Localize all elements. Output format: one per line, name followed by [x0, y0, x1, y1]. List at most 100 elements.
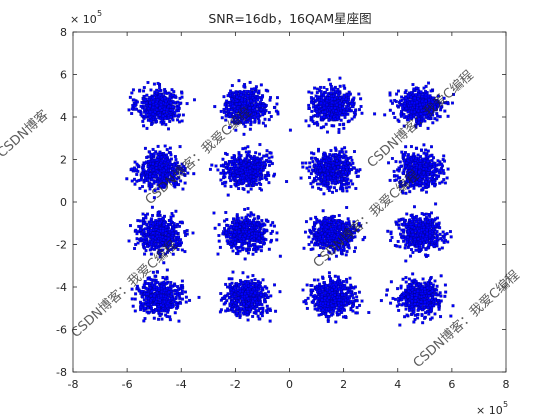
data-point: [231, 249, 235, 253]
data-point: [406, 153, 410, 157]
data-point: [338, 157, 342, 161]
data-point: [184, 234, 187, 238]
data-point: [240, 90, 244, 94]
data-point: [232, 217, 235, 221]
data-point: [273, 172, 277, 176]
data-point: [336, 88, 340, 92]
data-point: [169, 157, 173, 161]
data-point: [242, 242, 246, 245]
data-point: [357, 92, 361, 96]
data-point: [396, 104, 399, 108]
data-point: [310, 91, 314, 95]
data-point: [169, 215, 173, 219]
data-point: [148, 248, 152, 252]
data-point: [148, 104, 152, 108]
data-point: [169, 153, 173, 157]
data-point: [218, 245, 222, 249]
data-point: [145, 101, 148, 105]
data-point: [416, 97, 420, 101]
data-point: [230, 163, 234, 167]
data-point: [426, 94, 430, 98]
data-point: [158, 150, 162, 154]
data-point: [191, 231, 195, 235]
data-point: [246, 101, 250, 105]
data-point: [340, 183, 344, 187]
data-point: [341, 165, 345, 169]
data-point: [258, 176, 262, 180]
data-point: [311, 160, 315, 164]
data-point: [148, 221, 152, 225]
data-point: [248, 106, 252, 110]
data-point: [405, 115, 408, 119]
data-point: [133, 182, 137, 186]
data-point: [133, 177, 136, 181]
data-point: [143, 189, 147, 193]
data-point: [424, 180, 428, 184]
data-point: [258, 101, 262, 104]
data-point: [252, 218, 255, 222]
data-point: [174, 240, 178, 244]
data-point: [339, 165, 343, 169]
data-point: [404, 145, 408, 149]
data-point: [144, 114, 148, 118]
data-point: [349, 109, 353, 113]
scatter-points: [125, 76, 455, 327]
data-point: [438, 168, 442, 172]
data-point: [322, 192, 326, 196]
data-point: [167, 233, 170, 237]
data-point: [324, 122, 328, 126]
data-point: [243, 218, 247, 222]
data-point: [320, 173, 324, 177]
data-point: [237, 155, 241, 159]
data-point: [318, 182, 322, 186]
data-point: [322, 86, 326, 89]
data-point: [263, 166, 266, 170]
data-point: [262, 239, 266, 243]
data-point: [169, 101, 173, 105]
data-point: [156, 155, 160, 159]
data-point: [139, 104, 143, 108]
data-point: [404, 164, 408, 168]
data-point: [415, 146, 419, 150]
data-point: [391, 111, 395, 115]
data-point: [222, 110, 226, 114]
data-point: [168, 96, 172, 100]
data-point: [267, 247, 271, 251]
data-point: [310, 116, 314, 120]
data-point: [249, 123, 253, 127]
data-point: [175, 109, 178, 113]
data-point: [405, 161, 409, 165]
data-point: [130, 112, 134, 115]
data-point: [401, 106, 405, 110]
data-point: [426, 177, 430, 181]
data-point: [141, 106, 145, 110]
data-point: [149, 229, 153, 232]
data-point: [402, 159, 406, 163]
data-point: [143, 246, 147, 250]
data-point: [426, 149, 430, 153]
data-point: [266, 89, 270, 93]
data-point: [135, 100, 139, 104]
data-point: [344, 157, 348, 161]
data-point: [276, 96, 279, 100]
data-point: [242, 224, 246, 228]
data-point: [243, 207, 247, 211]
data-point: [151, 112, 155, 116]
data-point: [332, 87, 336, 91]
data-point: [406, 110, 410, 114]
data-point: [420, 175, 424, 179]
data-point: [263, 162, 267, 166]
data-point: [130, 167, 134, 171]
data-point: [261, 104, 265, 108]
data-point: [412, 101, 416, 105]
data-point: [250, 232, 254, 236]
data-point: [141, 185, 144, 189]
data-point: [341, 170, 345, 174]
data-point: [331, 181, 334, 185]
data-point: [155, 246, 159, 249]
data-point: [246, 207, 250, 210]
data-point: [406, 155, 410, 159]
data-point: [217, 223, 221, 227]
data-point: [135, 168, 139, 172]
data-point: [328, 153, 332, 157]
